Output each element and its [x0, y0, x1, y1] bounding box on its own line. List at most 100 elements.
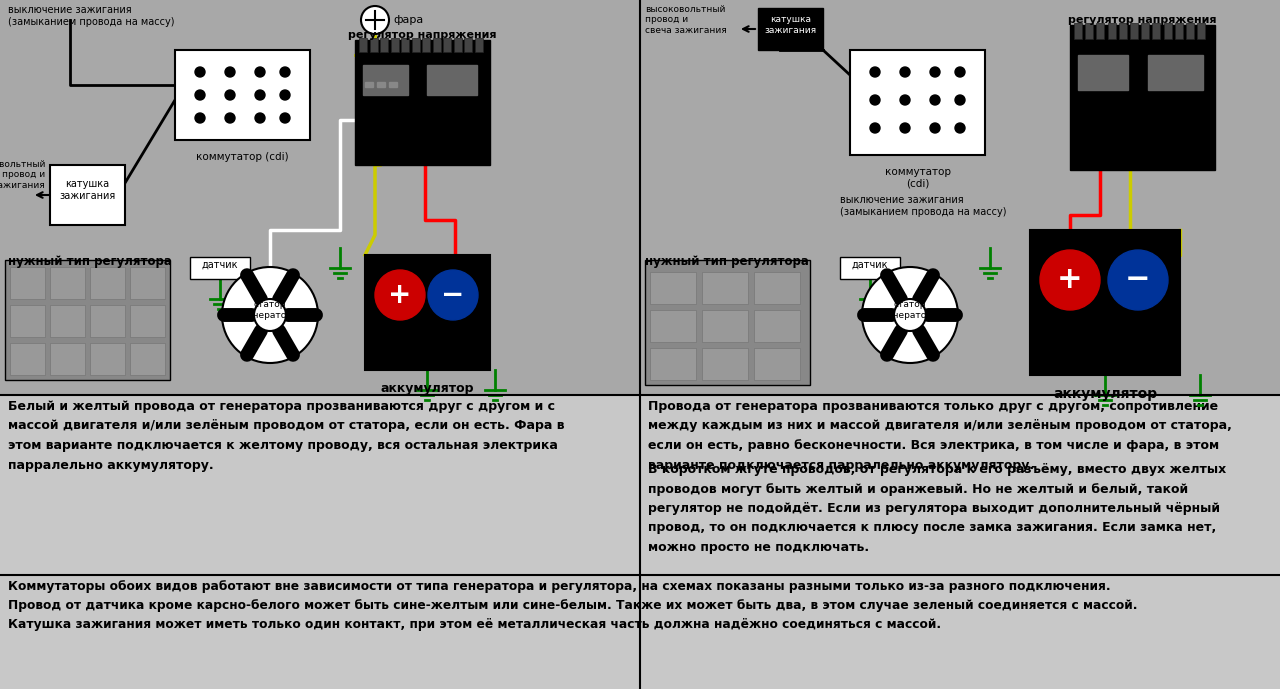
- Bar: [1148, 55, 1203, 90]
- Bar: [754, 310, 800, 342]
- Circle shape: [931, 123, 940, 133]
- Bar: [701, 272, 748, 304]
- Bar: [701, 310, 748, 342]
- Bar: [1119, 23, 1126, 39]
- Bar: [131, 343, 165, 375]
- Circle shape: [280, 113, 291, 123]
- Bar: [465, 38, 472, 52]
- Bar: [365, 82, 372, 87]
- Bar: [411, 38, 420, 52]
- Circle shape: [931, 95, 940, 105]
- Text: +: +: [1057, 265, 1083, 294]
- Bar: [90, 305, 125, 337]
- Bar: [1197, 23, 1206, 39]
- Bar: [5, 260, 170, 380]
- Bar: [380, 38, 388, 52]
- Bar: [50, 267, 84, 299]
- Bar: [475, 38, 483, 52]
- Bar: [645, 260, 810, 385]
- Circle shape: [870, 123, 881, 133]
- Bar: [1164, 23, 1171, 39]
- Bar: [389, 82, 397, 87]
- Bar: [50, 165, 125, 225]
- Bar: [650, 310, 696, 342]
- Circle shape: [900, 95, 910, 105]
- Circle shape: [955, 67, 965, 77]
- Bar: [358, 38, 367, 52]
- Bar: [10, 305, 45, 337]
- Bar: [650, 272, 696, 304]
- Circle shape: [225, 90, 236, 100]
- Circle shape: [255, 90, 265, 100]
- Bar: [1030, 230, 1180, 375]
- Circle shape: [280, 90, 291, 100]
- Text: выключение зажигания
(замыканием провода на массу): выключение зажигания (замыканием провода…: [840, 195, 1006, 216]
- Bar: [1074, 23, 1082, 39]
- Bar: [131, 267, 165, 299]
- Text: катушка
зажигания: катушка зажигания: [59, 179, 115, 200]
- Bar: [175, 50, 310, 140]
- Circle shape: [255, 67, 265, 77]
- Bar: [701, 348, 748, 380]
- Bar: [428, 65, 477, 95]
- Circle shape: [280, 67, 291, 77]
- Circle shape: [1039, 250, 1100, 310]
- Bar: [840, 257, 900, 279]
- Bar: [1078, 55, 1128, 90]
- Text: В коротком жгуте проводов, от регулятора к его разъёму, вместо двух желтых
прово: В коротком жгуте проводов, от регулятора…: [648, 463, 1226, 554]
- Circle shape: [1108, 250, 1169, 310]
- Bar: [0, 0, 1280, 395]
- Bar: [90, 267, 125, 299]
- Text: датчик: датчик: [851, 260, 888, 270]
- Bar: [453, 38, 462, 52]
- Circle shape: [195, 90, 205, 100]
- Text: статор
генератора: статор генератора: [242, 300, 298, 320]
- Text: высоковольтный
провод и
свеча зажигания: высоковольтный провод и свеча зажигания: [645, 5, 727, 35]
- Text: коммутатор
(cdi): коммутатор (cdi): [884, 167, 951, 189]
- Text: Коммутаторы обоих видов работают вне зависимости от типа генератора и регулятора: Коммутаторы обоих видов работают вне зав…: [8, 580, 1138, 631]
- Bar: [754, 348, 800, 380]
- Bar: [90, 343, 125, 375]
- Bar: [189, 257, 250, 279]
- Bar: [50, 305, 84, 337]
- Bar: [1187, 23, 1194, 39]
- Circle shape: [361, 6, 389, 34]
- Text: катушка
зажигания: катушка зажигания: [764, 15, 817, 34]
- Circle shape: [870, 95, 881, 105]
- Text: аккумулятор: аккумулятор: [380, 382, 475, 395]
- Circle shape: [893, 299, 925, 331]
- Bar: [1130, 23, 1138, 39]
- Bar: [1070, 25, 1215, 170]
- Circle shape: [870, 67, 881, 77]
- Circle shape: [931, 67, 940, 77]
- Bar: [370, 38, 378, 52]
- Circle shape: [861, 267, 957, 363]
- Bar: [1097, 23, 1105, 39]
- Bar: [378, 82, 385, 87]
- Text: Белый и желтый провода от генератора прозваниваются друг с другом и с
массой дви: Белый и желтый провода от генератора про…: [8, 400, 564, 471]
- Text: нужный тип регулятора: нужный тип регулятора: [8, 255, 172, 268]
- Bar: [650, 348, 696, 380]
- Circle shape: [225, 113, 236, 123]
- Bar: [850, 50, 986, 155]
- Bar: [1175, 23, 1183, 39]
- Text: регулятор напряжения: регулятор напряжения: [1069, 15, 1217, 25]
- Text: Провода от генератора прозваниваются только друг с другом, сопротивление
между к: Провода от генератора прозваниваются тол…: [648, 400, 1231, 471]
- Circle shape: [900, 67, 910, 77]
- Bar: [50, 343, 84, 375]
- Circle shape: [225, 67, 236, 77]
- Bar: [443, 38, 451, 52]
- Circle shape: [253, 299, 285, 331]
- Circle shape: [195, 113, 205, 123]
- Text: −: −: [442, 281, 465, 309]
- Bar: [365, 255, 490, 370]
- Text: −: −: [1125, 265, 1151, 294]
- Text: высоковольтный
провод и
свеча зажигания: высоковольтный провод и свеча зажигания: [0, 160, 45, 189]
- Text: фара: фара: [393, 15, 424, 25]
- Circle shape: [375, 270, 425, 320]
- Circle shape: [900, 123, 910, 133]
- Bar: [0, 395, 1280, 689]
- Circle shape: [955, 95, 965, 105]
- Bar: [10, 343, 45, 375]
- Bar: [1142, 23, 1149, 39]
